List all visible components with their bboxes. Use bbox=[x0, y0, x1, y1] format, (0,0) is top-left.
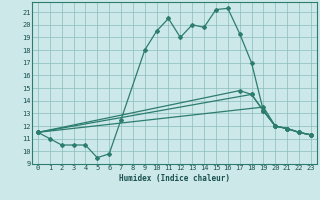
X-axis label: Humidex (Indice chaleur): Humidex (Indice chaleur) bbox=[119, 174, 230, 183]
